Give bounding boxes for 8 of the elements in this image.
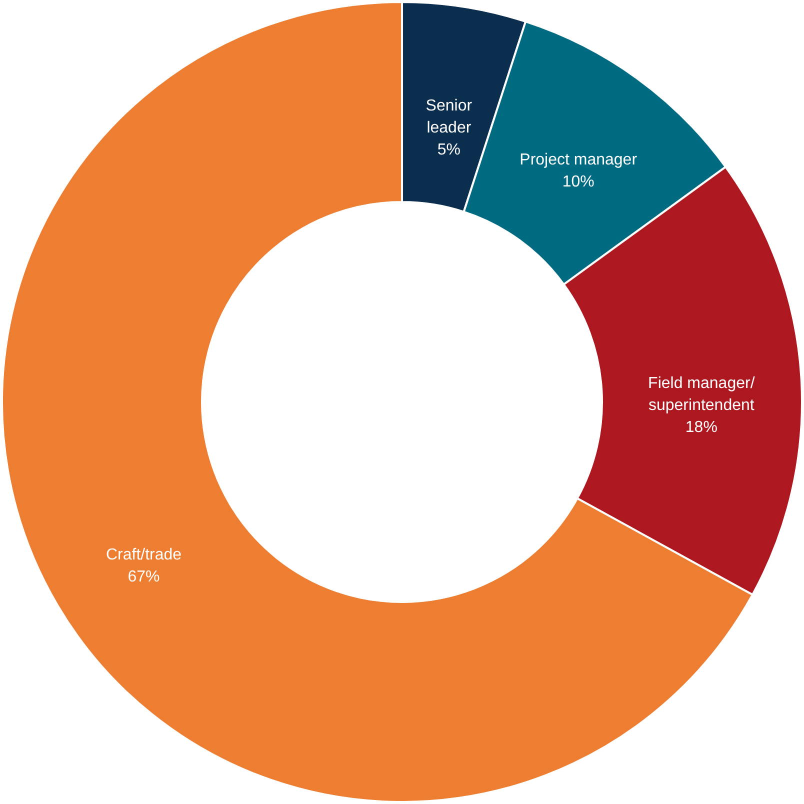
data-label: 10% [562,173,594,190]
slice-label: Craft/trade [106,546,182,564]
data-label: 67% [128,568,160,586]
slice-label: Field manager/ superintendent [648,375,756,414]
slice-label: Senior leader [426,98,473,137]
data-label: 5% [437,142,460,159]
data-label: 18% [685,419,718,436]
slice-label: Project manager [520,151,638,168]
